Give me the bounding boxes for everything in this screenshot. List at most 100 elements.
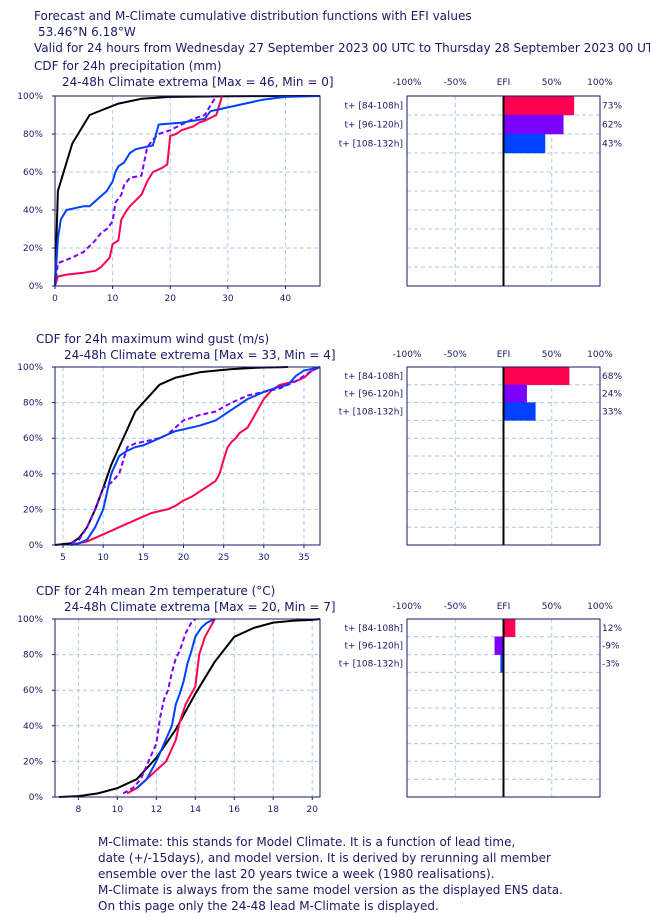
cdf-plot-frame (54, 95, 321, 287)
gust-chart-title: CDF for 24h maximum wind gust (m/s) (36, 332, 270, 346)
efi-row-label: t+ [96-120h] (344, 121, 403, 131)
cdf-line-t-84-108h (54, 95, 224, 287)
efi-value-label: 68% (602, 372, 622, 382)
cdf-line-climate (58, 618, 321, 798)
y-tick-label: 60% (23, 686, 43, 696)
efi-axis-label: -50% (444, 78, 468, 88)
x-tick-label: 30 (258, 553, 270, 563)
cdf-line-t-84-108h (70, 366, 321, 546)
efi-value-label: 33% (602, 408, 622, 418)
y-tick-label: 0% (29, 282, 44, 292)
footer-line: M-Climate is always from the same model … (98, 883, 563, 897)
gust-chart-subtitle: 24-48h Climate extrema [Max = 33, Min = … (64, 348, 336, 362)
efi-axis-label: EFI (497, 350, 511, 360)
efi-row-label: t+ [108-132h] (339, 140, 403, 150)
y-tick-label: 20% (23, 757, 43, 767)
x-tick-label: 35 (298, 553, 309, 563)
efi-row-label: t+ [96-120h] (344, 642, 403, 652)
efi-row-label: t+ [84-108h] (344, 372, 403, 382)
efi-bar (503, 366, 570, 386)
x-tick-label: 20 (178, 553, 190, 563)
efi-bar (503, 114, 564, 135)
efi-bar (503, 384, 527, 403)
efi-bar (503, 133, 546, 154)
cdf-line-climate (54, 95, 321, 287)
x-tick-label: 10 (97, 553, 109, 563)
x-tick-label: 16 (229, 805, 241, 815)
efi-plot-frame (406, 618, 601, 798)
efi-row-label: t+ [84-108h] (344, 102, 403, 112)
footer-line: On this page only the 24-48 lead M-Clima… (98, 899, 439, 913)
location-label: 53.46°N 6.18°W (38, 25, 136, 39)
efi-axis-label: -50% (444, 350, 468, 360)
efi-axis-label: 50% (542, 602, 562, 612)
x-tick-label: 8 (76, 805, 82, 815)
efi-value-label: 73% (602, 102, 622, 112)
precip-chart-subtitle: 24-48h Climate extrema [Max = 46, Min = … (62, 75, 334, 89)
y-tick-label: 40% (23, 206, 43, 216)
cdf-line-t-96-120h (122, 618, 196, 795)
efi-axis-label: 50% (542, 78, 562, 88)
efi-row-label: t+ [84-108h] (344, 624, 403, 634)
efi-value-label: -3% (602, 660, 620, 670)
cdf-line-t-84-108h (126, 618, 216, 795)
y-tick-label: 60% (23, 168, 43, 178)
cdf-line-climate (54, 366, 288, 546)
efi-row-label: t+ [108-132h] (339, 408, 403, 418)
efi-bar (503, 95, 575, 116)
efi-plot-frame (406, 366, 601, 546)
efi-bar (494, 636, 504, 655)
precip-chart-title: CDF for 24h precipitation (mm) (34, 59, 222, 73)
y-tick-label: 40% (23, 722, 43, 732)
efi-axis-label: -50% (444, 602, 468, 612)
y-tick-label: 20% (23, 505, 43, 515)
x-tick-label: 25 (218, 553, 229, 563)
efi-bar (503, 618, 516, 638)
cdf-line-t-96-120h (70, 366, 321, 545)
efi-value-label: 43% (602, 140, 622, 150)
cdf-line-t-108-132h (70, 366, 321, 546)
y-tick-label: 60% (23, 434, 43, 444)
x-tick-label: 5 (60, 553, 66, 563)
efi-axis-label: 100% (587, 602, 613, 612)
efi-value-label: 24% (602, 390, 622, 400)
efi-row-label: t+ [96-120h] (344, 390, 403, 400)
x-tick-label: 18 (268, 805, 280, 815)
x-tick-label: 12 (151, 805, 162, 815)
x-tick-label: 20 (306, 805, 318, 815)
efi-value-label: 62% (602, 121, 622, 131)
y-tick-label: 80% (23, 399, 43, 409)
cdf-line-t-108-132h (136, 618, 216, 789)
x-tick-label: 20 (164, 294, 176, 304)
x-tick-label: 10 (107, 294, 119, 304)
efi-axis-label: -100% (393, 350, 422, 360)
y-tick-label: 80% (23, 651, 43, 661)
x-tick-label: 0 (52, 294, 58, 304)
cdf-line-t-108-132h (54, 95, 321, 287)
y-tick-label: 80% (23, 130, 43, 140)
footer-line: M-Climate: this stands for Model Climate… (98, 835, 516, 849)
x-tick-label: 15 (138, 553, 149, 563)
efi-row-label: t+ [108-132h] (339, 660, 403, 670)
x-tick-label: 14 (190, 805, 202, 815)
efi-bar (503, 402, 536, 421)
x-tick-label: 30 (222, 294, 234, 304)
efi-axis-label: -100% (393, 602, 422, 612)
temp-chart-subtitle: 24-48h Climate extrema [Max = 20, Min = … (64, 600, 336, 614)
y-tick-label: 0% (29, 541, 44, 551)
cdf-plot-frame (54, 366, 321, 546)
efi-plot-frame (406, 95, 601, 287)
efi-value-label: -9% (602, 642, 620, 652)
footer-line: date (+/-15days), and model version. It … (98, 851, 551, 865)
y-tick-label: 20% (23, 244, 43, 254)
efi-axis-label: -100% (393, 78, 422, 88)
x-tick-label: 40 (280, 294, 292, 304)
efi-axis-label: EFI (497, 78, 511, 88)
validity-label: Valid for 24 hours from Wednesday 27 Sep… (34, 41, 650, 55)
efi-axis-label: 100% (587, 350, 613, 360)
efi-axis-label: EFI (497, 602, 511, 612)
y-tick-label: 100% (17, 92, 43, 102)
cdf-line-t-96-120h (54, 95, 218, 287)
footer-line: ensemble over the last 20 years twice a … (98, 867, 495, 881)
